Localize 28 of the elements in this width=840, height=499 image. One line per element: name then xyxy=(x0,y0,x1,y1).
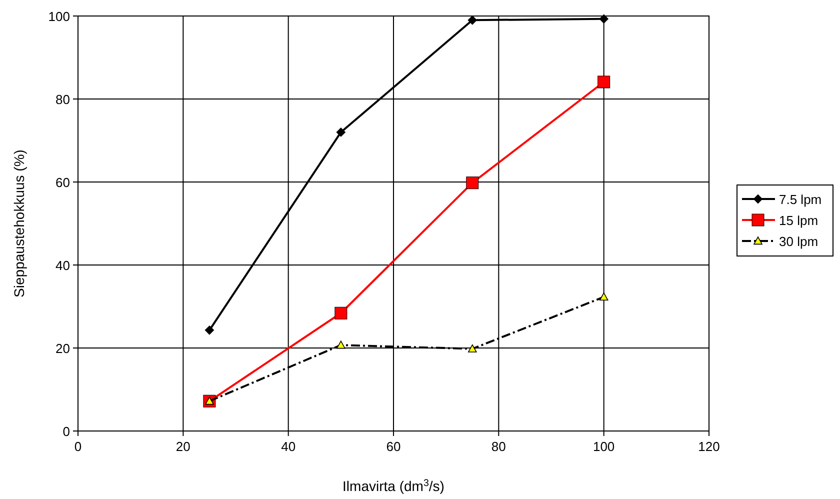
x-tick-label: 100 xyxy=(592,439,615,454)
point xyxy=(599,14,608,24)
legend-label: 30 lpm xyxy=(779,234,818,249)
y-tick-label: 0 xyxy=(62,424,70,439)
point xyxy=(468,16,477,25)
point xyxy=(466,176,479,190)
point xyxy=(334,306,348,320)
y-tick-label: 20 xyxy=(56,341,70,356)
y-tick-label: 80 xyxy=(56,92,70,107)
point xyxy=(468,344,477,352)
legend-label: 7.5 lpm xyxy=(779,192,822,207)
x-tick-label: 0 xyxy=(74,439,82,454)
x-tick-label: 20 xyxy=(176,439,190,454)
point xyxy=(336,128,346,137)
x-tick-label: 40 xyxy=(281,439,296,454)
point xyxy=(204,326,214,335)
point xyxy=(599,292,608,301)
y-tick-label: 40 xyxy=(56,258,70,273)
y-axis-title: Sieppaustehokkuus (%) xyxy=(11,150,27,298)
x-tick-label: 60 xyxy=(386,439,401,454)
legend-label: 15 lpm xyxy=(779,213,818,228)
x-axis-title: Ilmavirta (dm$^{3}$/s) xyxy=(342,478,444,494)
x-tick-label: 80 xyxy=(491,439,506,454)
y-tick-label: 60 xyxy=(56,175,70,190)
point xyxy=(336,340,346,349)
x-tick-label: 120 xyxy=(698,439,720,454)
y-tick-label: 100 xyxy=(48,9,70,24)
point xyxy=(598,76,610,88)
